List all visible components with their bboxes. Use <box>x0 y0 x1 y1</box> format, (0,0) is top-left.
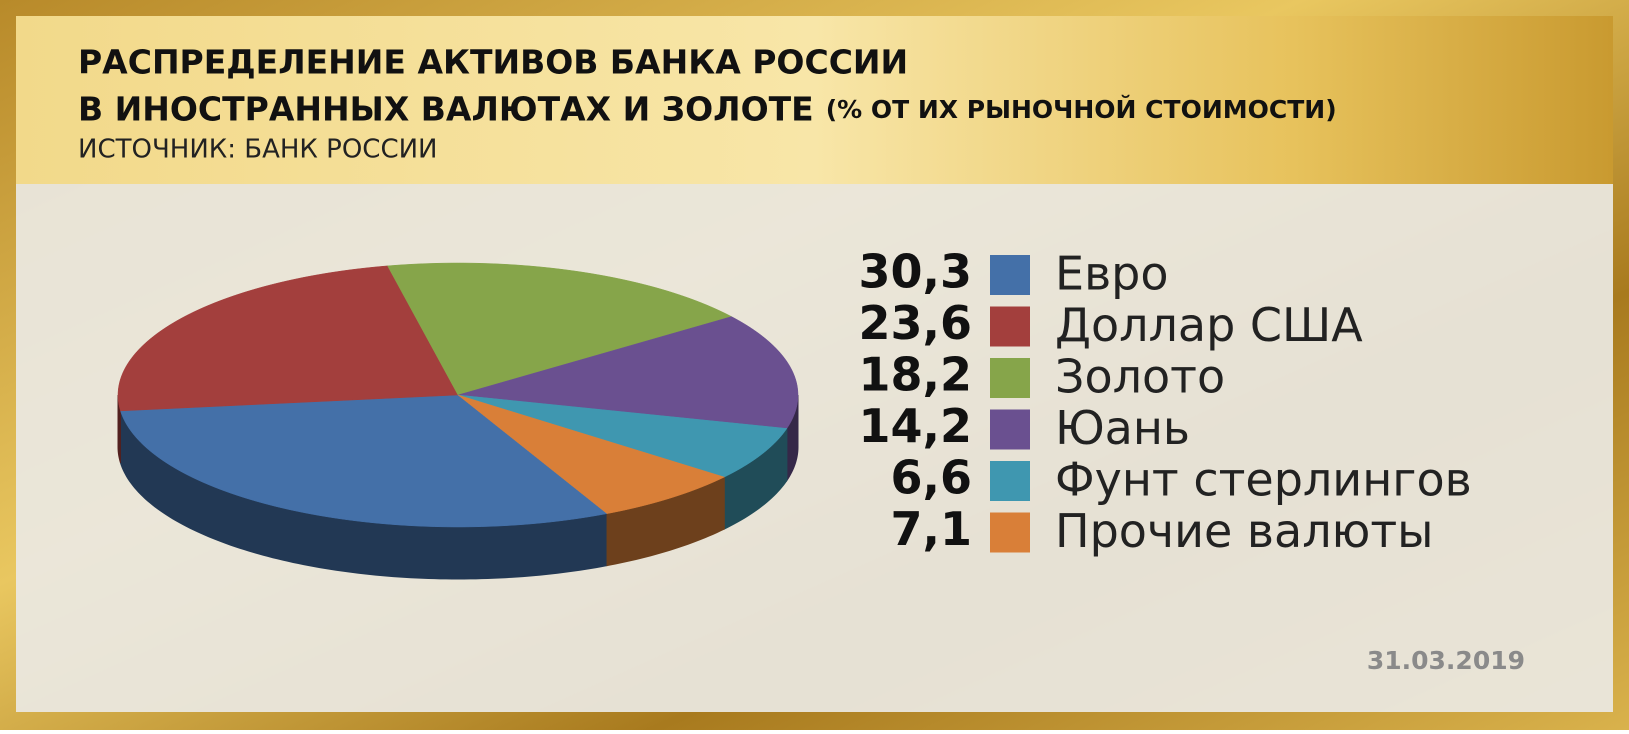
legend-swatch <box>990 358 1030 398</box>
legend-label: Евро <box>1055 247 1169 301</box>
pie-slice <box>120 394 608 528</box>
legend-swatch <box>990 512 1030 553</box>
pie-slice <box>457 316 799 429</box>
legend-swatch <box>990 461 1030 501</box>
value-label: 18,2 <box>859 348 973 402</box>
value-label: 7,1 <box>891 502 973 556</box>
value-label: 14,2 <box>859 399 973 453</box>
value-label: 6,6 <box>891 451 973 505</box>
legend-label: Фунт стерлингов <box>1055 453 1472 507</box>
pie-slice <box>387 262 733 396</box>
subtitle: (% ОТ ИХ РЫНОЧНОЙ СТОИМОСТИ) <box>826 95 1337 124</box>
legend-swatch <box>990 306 1030 347</box>
date: 31.03.2019 <box>1367 646 1525 675</box>
pie-slice <box>117 265 459 412</box>
legend-label: Юань <box>1055 401 1190 455</box>
title-line: РАСПРЕДЕЛЕНИЕ АКТИВОВ БАНКА РОССИИ <box>78 43 908 82</box>
header-band <box>16 16 1613 184</box>
legend-label: Доллар США <box>1055 298 1363 352</box>
legend-label: Прочие валюты <box>1055 504 1433 558</box>
pie-slice <box>457 394 725 514</box>
legend-label: Золото <box>1055 350 1225 404</box>
legend-swatch <box>990 255 1030 295</box>
value-label: 30,3 <box>859 245 973 299</box>
legend-swatch <box>990 409 1030 450</box>
value-label: 23,6 <box>859 296 973 350</box>
pie-slice <box>457 394 788 478</box>
source: ИСТОЧНИК: БАНК РОССИИ <box>78 135 438 165</box>
title-line: В ИНОСТРАННЫХ ВАЛЮТАХ И ЗОЛОТЕ <box>78 90 814 129</box>
